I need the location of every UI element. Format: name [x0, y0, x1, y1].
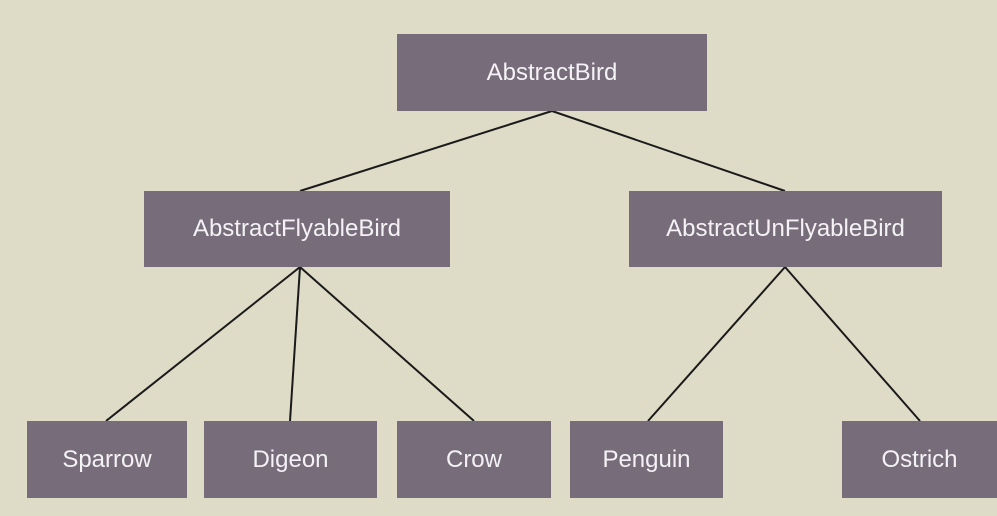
edge-unflyable-penguin	[647, 266, 786, 422]
node-digeon: Digeon	[204, 421, 377, 498]
node-sparrow: Sparrow	[27, 421, 187, 498]
node-abstract-bird: AbstractBird	[397, 34, 707, 111]
node-ostrich: Ostrich	[842, 421, 997, 498]
edge-root-flyable	[299, 110, 553, 192]
edge-root-unflyable	[551, 110, 786, 192]
node-penguin: Penguin	[570, 421, 723, 498]
edge-unflyable-ostrich	[784, 266, 921, 422]
node-abstract-flyable-bird: AbstractFlyableBird	[144, 191, 450, 267]
edge-flyable-crow	[299, 266, 475, 422]
edge-flyable-sparrow	[105, 266, 301, 422]
edge-flyable-digeon	[289, 266, 301, 422]
node-abstract-unflyable-bird: AbstractUnFlyableBird	[629, 191, 942, 267]
node-crow: Crow	[397, 421, 551, 498]
